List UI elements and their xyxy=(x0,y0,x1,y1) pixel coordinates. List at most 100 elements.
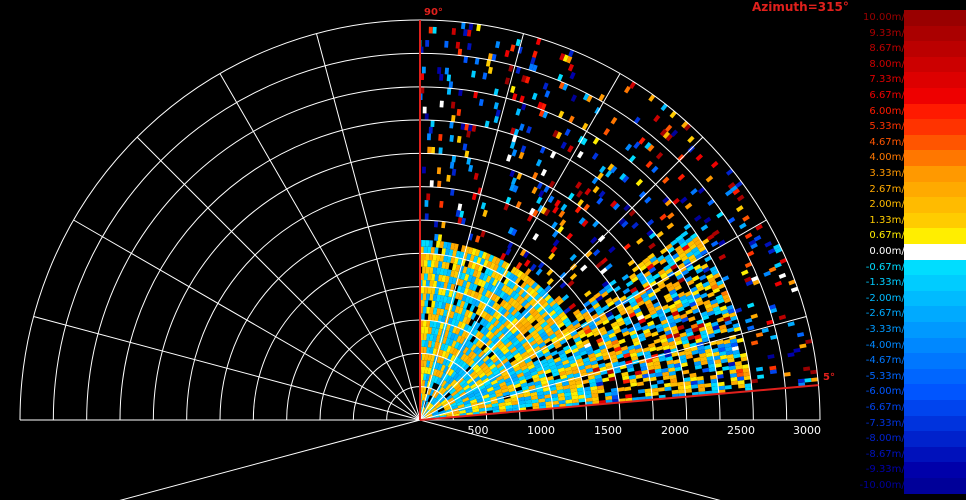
velocity-cell xyxy=(516,393,525,399)
velocity-cell xyxy=(527,381,535,387)
velocity-cell xyxy=(431,327,436,335)
velocity-cell xyxy=(661,304,670,311)
velocity-cell xyxy=(804,377,812,383)
velocity-cell xyxy=(551,302,559,310)
azimuth-spoke xyxy=(419,315,807,421)
velocity-cell xyxy=(623,243,631,251)
velocity-cell xyxy=(591,176,599,185)
velocity-cell xyxy=(485,348,493,356)
velocity-cell xyxy=(702,266,711,274)
velocity-cell xyxy=(453,270,459,279)
velocity-cell xyxy=(501,357,509,365)
velocity-cell xyxy=(659,272,668,279)
velocity-cell xyxy=(436,254,441,262)
velocity-cell xyxy=(532,359,541,366)
velocity-cell xyxy=(482,296,489,304)
velocity-cell xyxy=(523,311,531,319)
velocity-cell xyxy=(700,311,709,317)
velocity-cell xyxy=(619,309,628,316)
velocity-cell xyxy=(738,222,747,230)
velocity-cell xyxy=(547,319,556,327)
velocity-cell xyxy=(424,340,429,348)
velocity-cell xyxy=(698,326,707,332)
velocity-cell xyxy=(550,312,559,320)
velocity-cell xyxy=(694,334,702,340)
velocity-cell xyxy=(457,257,463,266)
velocity-cell xyxy=(635,347,643,354)
velocity-cell xyxy=(508,387,516,393)
velocity-cell xyxy=(530,391,538,397)
velocity-cell xyxy=(511,349,520,357)
velocity-cell xyxy=(585,367,594,374)
velocity-cell xyxy=(578,217,586,225)
velocity-cell xyxy=(458,328,465,337)
velocity-cell xyxy=(464,331,471,340)
velocity-cell xyxy=(497,342,506,350)
velocity-cell xyxy=(563,362,571,369)
velocity-cell xyxy=(628,297,636,305)
velocity-cell xyxy=(564,392,572,397)
velocity-cell xyxy=(600,315,608,322)
velocity-cell xyxy=(582,357,590,363)
velocity-cell xyxy=(653,360,661,367)
colorbar-swatch xyxy=(904,400,966,417)
velocity-cell xyxy=(432,334,438,342)
velocity-cell xyxy=(427,353,432,361)
velocity-cell xyxy=(674,366,682,372)
velocity-cell xyxy=(531,290,539,299)
velocity-cell xyxy=(515,322,524,330)
velocity-cell xyxy=(450,390,458,397)
colorbar-swatch xyxy=(904,228,966,245)
velocity-cell xyxy=(490,366,499,373)
velocity-cell xyxy=(453,333,459,342)
velocity-cell xyxy=(454,291,461,300)
velocity-cell xyxy=(439,268,445,276)
colorbar-label: 0.00m/s xyxy=(869,246,910,257)
velocity-cell xyxy=(671,351,679,357)
velocity-cell xyxy=(432,399,439,406)
velocity-cell xyxy=(492,319,500,327)
azimuth-spoke xyxy=(419,219,767,421)
velocity-cell xyxy=(463,29,468,37)
velocity-cell xyxy=(585,345,593,352)
velocity-cell xyxy=(444,275,450,283)
radar-plot: 90° 5° 500 1000 1500 2000 2500 3000 xyxy=(19,7,835,500)
velocity-cell xyxy=(674,339,683,346)
velocity-cell xyxy=(668,370,677,376)
velocity-cell xyxy=(672,332,681,339)
velocity-cell xyxy=(571,347,579,354)
velocity-cell xyxy=(605,395,613,401)
velocity-cell xyxy=(424,213,429,221)
velocity-cell xyxy=(524,343,532,351)
velocity-cell xyxy=(431,287,436,295)
velocity-cell xyxy=(446,345,452,353)
velocity-cell xyxy=(538,341,546,349)
velocity-cell xyxy=(587,374,596,381)
velocity-cell xyxy=(640,292,649,299)
velocity-cell xyxy=(700,360,708,366)
velocity-cell xyxy=(578,332,587,339)
velocity-cell xyxy=(461,381,469,389)
velocity-cell xyxy=(504,77,510,85)
velocity-cell xyxy=(503,319,511,327)
velocity-cell xyxy=(495,265,503,274)
velocity-cell xyxy=(614,299,622,307)
velocity-cell xyxy=(797,378,805,384)
velocity-cell xyxy=(535,268,543,276)
velocity-cell xyxy=(481,251,488,260)
velocity-cell xyxy=(550,367,559,374)
velocity-cell xyxy=(722,365,730,371)
velocity-cell xyxy=(482,259,489,268)
velocity-cell xyxy=(708,367,716,373)
velocity-cell xyxy=(487,315,494,323)
velocity-cell xyxy=(519,272,527,281)
velocity-cell xyxy=(622,287,631,295)
velocity-cell xyxy=(667,318,676,325)
velocity-cell xyxy=(576,190,584,198)
velocity-cell xyxy=(720,308,729,315)
velocity-cell xyxy=(435,392,442,400)
velocity-cell xyxy=(694,239,703,246)
velocity-cell xyxy=(536,181,544,190)
velocity-cell xyxy=(546,306,554,314)
velocity-cell xyxy=(536,196,543,205)
